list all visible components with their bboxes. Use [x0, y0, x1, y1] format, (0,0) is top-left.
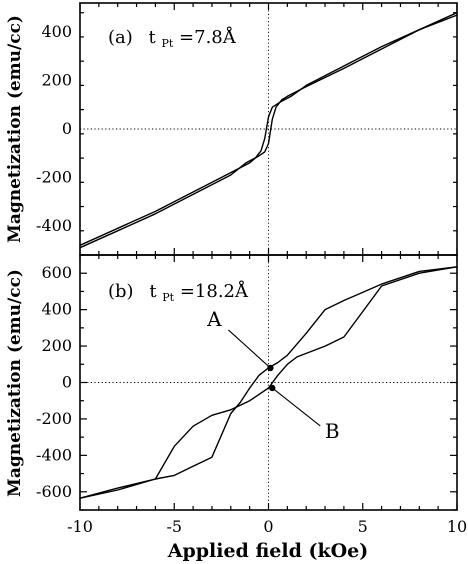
panel-a-title: (a) t Pt =7.8Å: [108, 26, 237, 52]
panel-b-y-tick-label: 400: [41, 300, 72, 319]
panel-b-x-ticks: -10 -5 0 5 10: [67, 255, 467, 536]
panel-a-ascending-branch: [79, 12, 458, 249]
panel-a-y-ticks: -400 -200 0 200 400: [36, 3, 458, 256]
panel-b-descending-branch: [79, 266, 458, 499]
panel-b-curves: [79, 266, 458, 499]
panel-a-y-tick-label: -400: [36, 216, 72, 235]
panel-b-annotations: AB: [206, 307, 339, 443]
panel-b-title-subscript: Pt: [162, 291, 174, 304]
panel-b-y-tick-label: -400: [36, 445, 72, 464]
panel-a-curves: [79, 12, 458, 249]
annotation-b-label: B: [325, 419, 340, 443]
x-tick-label: 5: [358, 517, 368, 536]
panel-a-y-tick-label: 200: [41, 71, 72, 90]
panel-b-ascending-branch: [79, 266, 458, 499]
panel-a: -400 -200 0 200 400 (a) t Pt =7.8Å Magnetiza…: [5, 2, 458, 256]
panel-b-title-prefix: t: [149, 281, 157, 302]
panel-a-title-prefix: t: [149, 27, 157, 48]
panel-b-title: (b) t Pt =18.2Å: [108, 280, 249, 306]
panel-a-descending-branch: [79, 14, 458, 246]
x-tick-label: -5: [166, 517, 182, 536]
panel-b-y-tick-label: -200: [36, 409, 72, 428]
annotation-a-marker: [267, 364, 274, 372]
panel-b-y-tick-label: 200: [41, 336, 72, 355]
annotation-a-pointer: [228, 329, 271, 369]
panel-a-y-axis-label: Magnetization (emu/cc): [5, 15, 25, 243]
x-tick-label: 0: [263, 517, 273, 536]
panel-a-y-tick-label: 400: [41, 22, 72, 41]
x-tick-label: -10: [67, 517, 93, 536]
annotation-b-marker: [269, 384, 276, 392]
panel-b-y-tick-label: -600: [36, 482, 72, 501]
panel-b-y-axis-label: Magnetization (emu/cc): [5, 269, 25, 497]
panel-a-label: (a): [108, 27, 133, 48]
x-axis-label: Applied field (kOe): [167, 540, 369, 562]
panel-b-y-tick-label: 0: [62, 373, 72, 392]
panel-b-y-tick-label: 600: [41, 263, 72, 282]
panel-b-label: (b): [108, 281, 134, 302]
annotation-a-label: A: [206, 307, 222, 331]
panel-b-title-value: =18.2Å: [180, 280, 249, 302]
panel-a-y-tick-label: -200: [36, 167, 72, 186]
panel-b-y-ticks: -600 -400 -200 0 200 400 600: [36, 254, 457, 511]
x-tick-label: 10: [447, 517, 467, 536]
panel-a-y-tick-label: 0: [62, 119, 72, 138]
panel-a-title-value: =7.8Å: [179, 26, 237, 48]
panel-a-title-subscript: Pt: [161, 37, 173, 50]
annotation-b-pointer: [271, 387, 321, 427]
